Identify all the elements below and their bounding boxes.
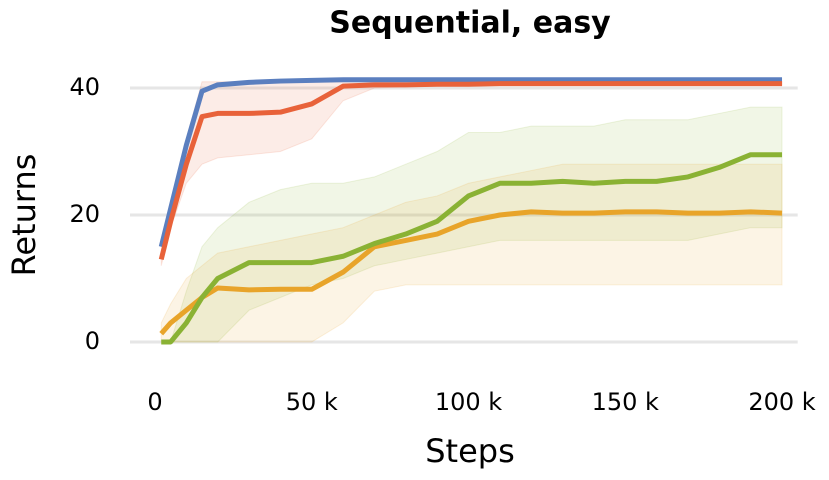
y-tick-label: 0 [85,327,100,355]
x-tick-label: 50 k [286,388,338,416]
x-tick-label: 200 k [748,388,815,416]
line [158,77,783,248]
chart-title: Sequential, easy [329,6,611,41]
line [158,81,783,261]
line [161,152,783,345]
y-tick-label: 40 [69,73,100,101]
x-tick-label: 100 k [435,388,502,416]
band [160,163,783,343]
y-axis-label: Returns [5,154,43,277]
x-tick-label: 150 k [592,388,659,416]
y-tick-label: 20 [69,200,100,228]
x-axis-label: Steps [425,432,515,470]
line [159,209,783,336]
x-tick-label: 0 [147,388,162,416]
